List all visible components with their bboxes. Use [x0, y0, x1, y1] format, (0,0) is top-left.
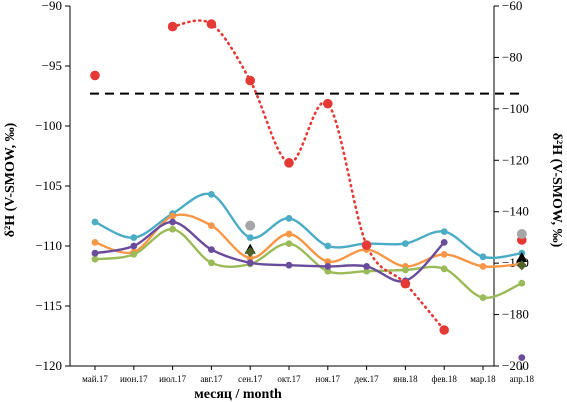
x-axis-label: месяц / month: [194, 387, 282, 402]
y-right-tick-label: −140: [502, 204, 529, 219]
extra-markers: [244, 220, 528, 271]
x-tick-label: апр.18: [510, 374, 535, 384]
series-1-point: [246, 254, 254, 262]
series-0-point: [208, 191, 215, 198]
series-4-point: [439, 325, 450, 335]
series-4-point: [206, 19, 217, 29]
series-0-point: [324, 242, 332, 250]
series-4-point: [284, 158, 294, 168]
series-1-point: [479, 263, 487, 270]
series-3-line: [94, 220, 446, 283]
series-0-point: [402, 240, 409, 248]
series-1-point: [91, 239, 99, 246]
series-4-point: [90, 70, 100, 81]
series-2-point: [518, 279, 526, 287]
series-2-point: [324, 267, 332, 275]
series-0-point: [246, 234, 254, 242]
series-1-point: [169, 212, 177, 220]
series-points: [90, 19, 527, 361]
extra-triangle-marker: [516, 252, 528, 262]
y-right-tick-label: −80: [502, 49, 522, 64]
series-2-point: [285, 240, 293, 248]
y-axis-left-label: δ²H (V-SMOW, ‰): [3, 122, 18, 237]
series-0-point: [285, 215, 293, 222]
series-4-point: [361, 240, 372, 250]
x-tick-label: окт.17: [277, 374, 301, 384]
y-right-tick-label: −200: [502, 358, 529, 373]
x-tick-label: ноя.17: [316, 374, 341, 384]
y-left-tick-label: −105: [35, 178, 62, 193]
extra-circle-marker: [245, 220, 256, 231]
y-left-tick-label: −115: [36, 298, 62, 313]
series-0-point: [130, 234, 138, 242]
x-tick-label: май.17: [82, 374, 108, 384]
x-tick-label: янв.18: [393, 374, 418, 384]
y-left-tick-label: −110: [36, 238, 62, 253]
x-tick-label: июн.17: [120, 374, 148, 384]
y-left-tick-label: −90: [42, 0, 62, 13]
series-3-point: [208, 246, 215, 254]
y-left-tick-label: −95: [42, 58, 62, 73]
x-tick-label: июл.17: [159, 374, 187, 384]
series-2-point: [208, 259, 215, 267]
y-left-tick-label: −120: [35, 358, 62, 373]
series-1-point: [285, 230, 293, 238]
extra-diamond-marker: [245, 247, 256, 257]
series-2-point: [440, 265, 448, 273]
series-3-point: [324, 263, 332, 270]
axes: −90 −95 −100 −105 −110 −115 −120 −60 −80 −100 −120…: [35, 0, 534, 384]
series-1-point: [208, 222, 215, 230]
series-3-point: [363, 263, 370, 270]
series-2-point: [91, 255, 99, 263]
y-left-tick-label: −100: [35, 118, 62, 133]
series-3-point: [440, 239, 448, 246]
series-2-point: [363, 267, 370, 275]
series-2-point: [130, 251, 138, 258]
series-2-point: [479, 294, 487, 301]
series-2-point: [169, 225, 177, 233]
y-axis-right-label: δ²H (V-SMOW, ‰): [549, 133, 564, 248]
y-right-tick-label: −180: [502, 307, 529, 322]
series-4-point: [167, 21, 178, 32]
series-4-point: [245, 75, 255, 86]
series-1-point: [440, 251, 448, 258]
y-right-tick-label: −60: [502, 0, 522, 13]
x-tick-label: сен.17: [238, 374, 263, 384]
series-4-point: [323, 98, 333, 109]
series-0-point: [479, 253, 487, 261]
series-2-point: [402, 266, 409, 274]
series-3-point: [91, 249, 99, 257]
x-tick-label: фев.18: [432, 374, 458, 384]
extra-diamond-marker: [516, 260, 527, 271]
series-lines: [94, 19, 523, 332]
y-right-tick-label: −100: [502, 101, 529, 116]
series-3-point: [518, 354, 526, 361]
series-4-line: [171, 19, 446, 332]
series-3-point: [246, 259, 254, 267]
series-0-point: [91, 218, 99, 226]
series-3-point: [169, 218, 177, 226]
series-0-point: [440, 228, 448, 236]
x-tick-label: мар.18: [470, 374, 496, 384]
y-right-tick-label: −120: [502, 152, 529, 167]
series-3-point: [130, 242, 138, 250]
series-1-point: [324, 258, 332, 265]
series-3-point: [285, 261, 293, 269]
x-tick-label: дек.17: [354, 374, 379, 384]
extra-circle-marker: [516, 229, 527, 239]
series-4-point: [400, 278, 411, 289]
x-tick-label: авг.17: [200, 374, 223, 384]
